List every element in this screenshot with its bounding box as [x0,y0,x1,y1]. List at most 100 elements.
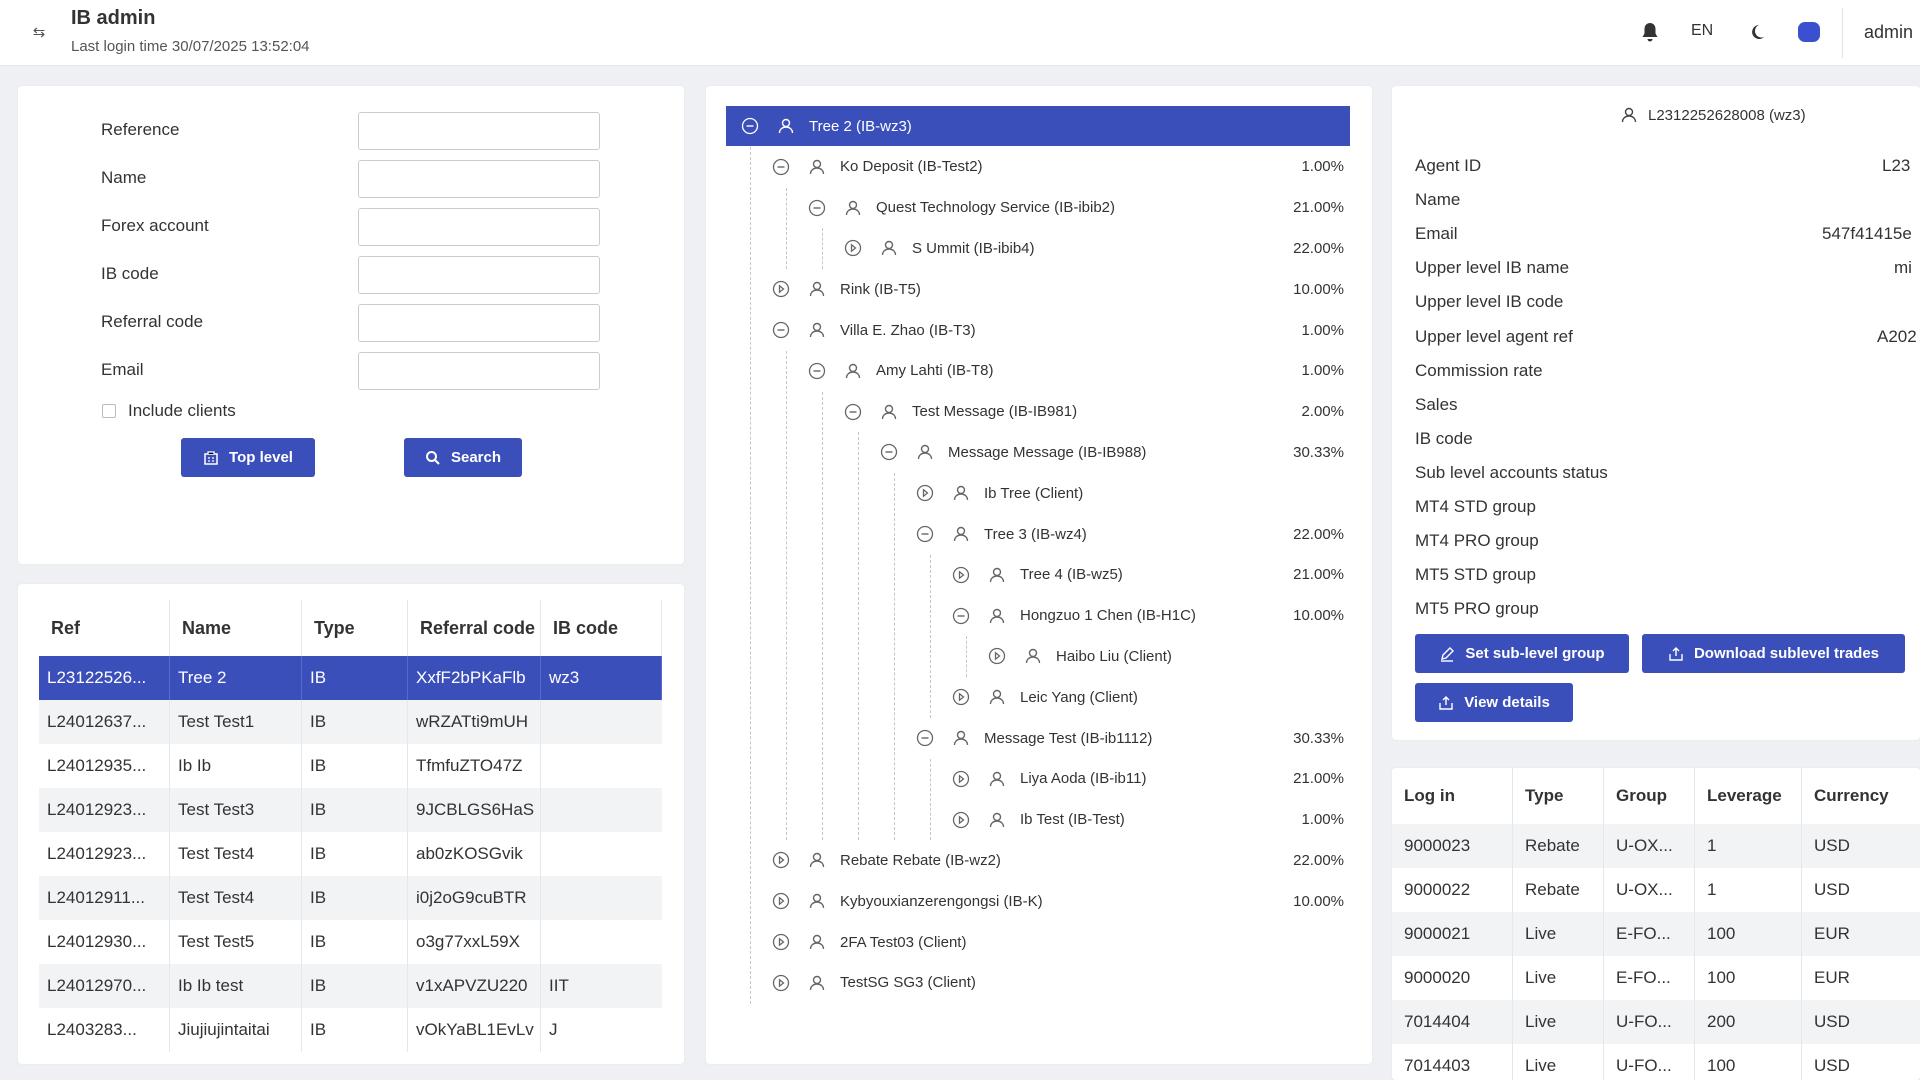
include-clients-checkbox[interactable] [102,404,116,418]
tree-node[interactable]: Tree 2 (IB-wz3) [726,106,1350,146]
detail-label: Agent ID [1415,156,1482,175]
collapse-node-icon[interactable] [880,443,898,461]
expand-node-icon[interactable] [772,933,790,951]
dark-mode-icon[interactable] [1746,20,1768,44]
table-row[interactable]: 7014404 Live U-FO... 200 USD [1392,1000,1920,1044]
forex-account-input[interactable] [358,208,600,246]
table-row[interactable]: 9000022 Rebate U-OX... 1 USD [1392,868,1920,912]
set-sub-level-group-button[interactable]: Set sub-level group [1415,634,1629,673]
tree-node[interactable]: Kybyouxianzerengongsi (IB-K) 10.00% [772,881,1350,921]
collapse-sidebar-icon[interactable]: ⇆ [32,24,46,41]
table-row[interactable]: 9000023 Rebate U-OX... 1 USD [1392,824,1920,868]
tree-node[interactable]: Leic Yang (Client) [952,677,1350,717]
table-row[interactable]: L24012923... Test Test3 IB 9JCBLGS6HaS [39,788,662,832]
tree-node[interactable]: Ib Test (IB-Test) 1.00% [952,800,1350,840]
tree-node[interactable]: Message Message (IB-IB988) 30.33% [880,432,1350,472]
tree-node[interactable]: Tree 3 (IB-wz4) 22.00% [916,514,1350,554]
ib-code-input[interactable] [358,256,600,294]
top-level-button[interactable]: Top level [181,438,315,477]
expand-node-icon[interactable] [952,688,970,706]
table-row[interactable]: L24012970... Ib Ib test IB v1xAPVZU220 IIT [39,964,662,1008]
table-row[interactable]: L24012930... Test Test5 IB o3g77xxL59X [39,920,662,964]
collapse-node-icon[interactable] [741,117,759,135]
table-row[interactable]: L24012911... Test Test4 IB i0j2oG9cuBTR [39,876,662,920]
col-ib-code[interactable]: IB code [541,600,662,656]
table-row[interactable]: L23122526... Tree 2 IB XxfF2bPKaFlb wz3 [39,656,662,700]
expand-node-icon[interactable] [772,974,790,992]
tree-node[interactable]: Villa E. Zhao (IB-T3) 1.00% [772,310,1350,350]
tree-node[interactable]: Test Message (IB-IB981) 2.00% [844,392,1350,432]
tree-node[interactable]: Rink (IB-T5) 10.00% [772,269,1350,309]
person-icon [808,933,826,951]
tree-node[interactable]: Hongzuo 1 Chen (IB-H1C) 10.00% [952,596,1350,636]
download-sublevel-trades-button[interactable]: Download sublevel trades [1642,634,1905,673]
collapse-node-icon[interactable] [772,158,790,176]
reference-input[interactable] [358,112,600,150]
tree-node[interactable]: Ko Deposit (IB-Test2) 1.00% [772,147,1350,187]
user-menu[interactable]: admin [1864,22,1914,42]
col-leverage[interactable]: Leverage [1695,768,1802,824]
tree-node[interactable]: TestSG SG3 (Client) [772,963,1350,1003]
collapse-node-icon[interactable] [952,607,970,625]
expand-node-icon[interactable] [952,566,970,584]
cell-login: 9000020 [1392,956,1513,1000]
expand-node-icon[interactable] [952,811,970,829]
expand-node-icon[interactable] [844,239,862,257]
expand-node-icon[interactable] [772,280,790,298]
table-row[interactable]: 9000021 Live E-FO... 100 EUR [1392,912,1920,956]
expand-node-icon[interactable] [988,647,1006,665]
accounts-table-body: 9000023 Rebate U-OX... 1 USD 9000022 Rebate U-O… [1392,824,1920,1080]
tree-node[interactable]: Liya Aoda (IB-ib11) 21.00% [952,759,1350,799]
col-login[interactable]: Log in [1392,768,1513,824]
tree-node[interactable]: Message Test (IB-ib1112) 30.33% [916,718,1350,758]
table-row[interactable]: 9000020 Live E-FO... 100 EUR [1392,956,1920,1000]
table-row[interactable]: L24012637... Test Test1 IB wRZATti9mUH [39,700,662,744]
language-switch[interactable]: EN [1691,22,1714,39]
notification-bell-icon[interactable] [1638,20,1662,44]
collapse-node-icon[interactable] [844,403,862,421]
name-label: Name [101,168,147,187]
col-type[interactable]: Type [302,600,408,656]
table-row[interactable]: L24012923... Test Test4 IB ab0zKOSGvik [39,832,662,876]
table-row[interactable]: 7014403 Live U-FO... 100 USD [1392,1044,1920,1080]
view-details-button[interactable]: View details [1415,683,1573,722]
email-input[interactable] [358,352,600,390]
expand-node-icon[interactable] [916,484,934,502]
referral-code-input[interactable] [358,304,600,342]
expand-node-icon[interactable] [952,770,970,788]
search-button[interactable]: Search [404,438,522,477]
collapse-node-icon[interactable] [916,525,934,543]
expand-node-icon[interactable] [772,851,790,869]
header-divider [1842,8,1843,58]
cell-referral-code: wRZATti9mUH [408,700,541,744]
tree-node[interactable]: 2FA Test03 (Client) [772,922,1350,962]
collapse-node-icon[interactable] [808,362,826,380]
cell-leverage: 100 [1695,1044,1802,1080]
page-title: IB admin [71,7,156,29]
accounts-table-header: Log in Type Group Leverage Currency [1392,768,1920,824]
collapse-node-icon[interactable] [772,321,790,339]
col-ref[interactable]: Ref [39,600,170,656]
tree-node-label: Ib Test (IB-Test) [1020,811,1125,829]
col-group[interactable]: Group [1604,768,1695,824]
col-currency[interactable]: Currency [1814,786,1889,805]
tree-node[interactable]: Amy Lahti (IB-T8) 1.00% [808,351,1350,391]
col-referral-code[interactable]: Referral code [408,600,541,656]
tree-node[interactable]: Tree 4 (IB-wz5) 21.00% [952,555,1350,595]
table-row[interactable]: L24012935... Ib Ib IB TfmfuZTO47Z [39,744,662,788]
collapse-node-icon[interactable] [916,729,934,747]
tree-node[interactable]: Quest Technology Service (IB-ibib2) 21.00… [808,188,1350,228]
expand-node-icon[interactable] [772,892,790,910]
col-name[interactable]: Name [170,600,302,656]
commission-percent: 10.00% [1293,280,1344,298]
tree-node[interactable]: Rebate Rebate (IB-wz2) 22.00% [772,840,1350,880]
tree-node[interactable]: S Ummit (IB-ibib4) 22.00% [844,228,1350,268]
collapse-node-icon[interactable] [808,199,826,217]
tree-node[interactable]: Haibo Liu (Client) [988,636,1350,676]
tree-node[interactable]: Ib Tree (Client) [916,473,1350,513]
table-row[interactable]: L2403283... Jiujiujintaitai IB vOkYaBL1EvLv… [39,1008,662,1052]
col-type[interactable]: Type [1513,768,1604,824]
tree-node-label: Ko Deposit (IB-Test2) [840,158,983,176]
name-input[interactable] [358,160,600,198]
theme-color-button[interactable] [1798,22,1820,42]
